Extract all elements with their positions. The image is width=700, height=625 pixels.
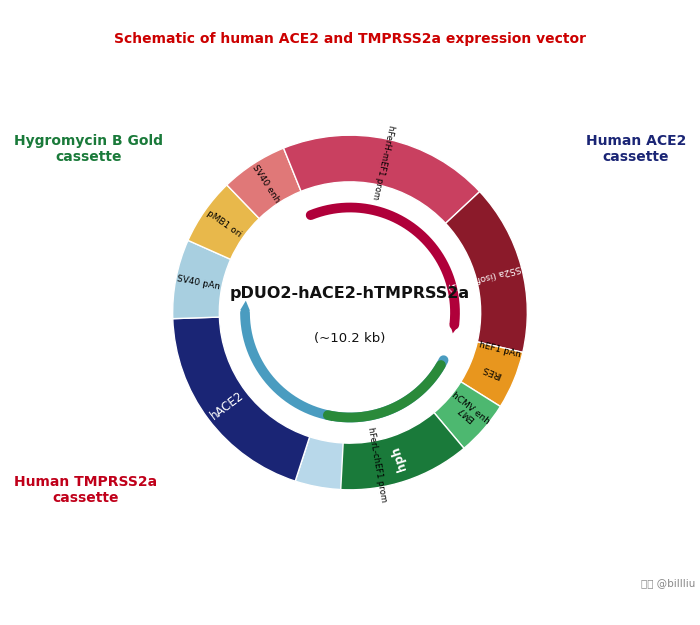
- Wedge shape: [227, 148, 301, 219]
- Wedge shape: [468, 319, 527, 388]
- Text: Schematic of human ACE2 and TMPRSS2a expression vector: Schematic of human ACE2 and TMPRSS2a exp…: [114, 32, 586, 46]
- Text: pDUO2-hACE2-hTMPRSS2a: pDUO2-hACE2-hTMPRSS2a: [230, 286, 470, 301]
- Wedge shape: [446, 191, 527, 352]
- Text: hFerL-chEF1 prom: hFerL-chEF1 prom: [365, 426, 388, 503]
- Wedge shape: [295, 416, 459, 490]
- Text: hACE2: hACE2: [208, 389, 246, 422]
- Text: EM7: EM7: [456, 404, 477, 423]
- Text: Hygromycin B Gold
cassette: Hygromycin B Gold cassette: [14, 134, 163, 164]
- Wedge shape: [173, 241, 230, 319]
- Text: pMB1 ori: pMB1 ori: [205, 209, 243, 239]
- Text: hCMV enh: hCMV enh: [450, 391, 491, 426]
- Wedge shape: [430, 368, 511, 452]
- Wedge shape: [434, 382, 500, 448]
- Text: SV40 pAn: SV40 pAn: [176, 274, 221, 292]
- Text: hFerH-mEF1 prom: hFerH-mEF1 prom: [371, 124, 396, 200]
- Wedge shape: [341, 412, 464, 490]
- Text: IRES: IRES: [481, 363, 503, 379]
- Text: 知乎 @billliu: 知乎 @billliu: [641, 578, 695, 588]
- Wedge shape: [188, 185, 259, 259]
- Text: Human ACE2
cassette: Human ACE2 cassette: [586, 134, 686, 164]
- Text: SV40 enh: SV40 enh: [251, 162, 281, 204]
- Wedge shape: [284, 135, 480, 223]
- Wedge shape: [173, 317, 309, 481]
- Text: (~10.2 kb): (~10.2 kb): [314, 332, 386, 344]
- Text: hEF1 pAn: hEF1 pAn: [477, 340, 522, 359]
- Text: hTPMRSS2a (isoform 1): hTPMRSS2a (isoform 1): [447, 254, 551, 291]
- Text: hph: hph: [389, 444, 409, 472]
- Wedge shape: [461, 342, 523, 406]
- Text: Human TMPRSS2a
cassette: Human TMPRSS2a cassette: [14, 475, 157, 505]
